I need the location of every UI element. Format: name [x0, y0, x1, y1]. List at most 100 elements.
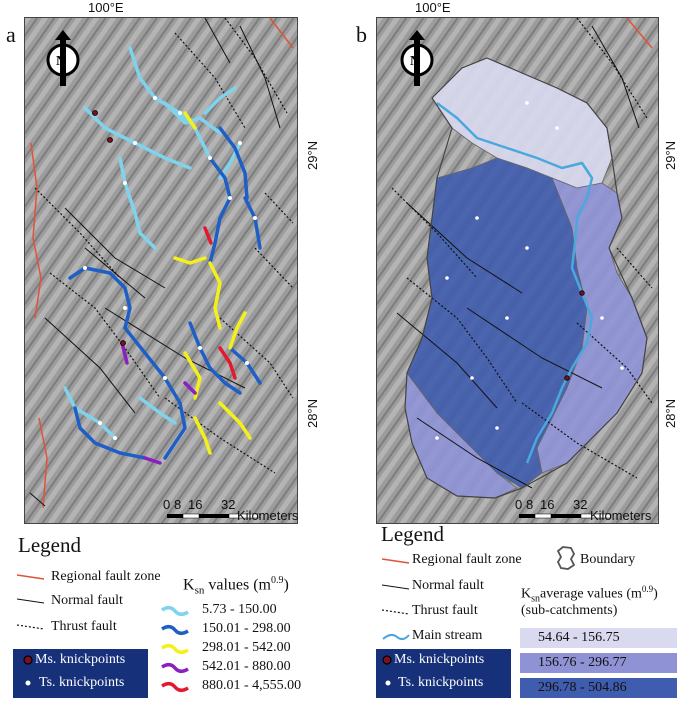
ksn-sub: sn — [531, 593, 541, 605]
stream-segment-mid — [123, 326, 187, 460]
panel-a-latitude-29: 29°N — [305, 140, 320, 170]
stream-segment-yellow — [193, 416, 212, 455]
north-arrow-icon — [400, 30, 434, 86]
scale-tick-16: 16 — [188, 497, 203, 512]
stream-segment-mid — [68, 266, 132, 330]
ksn-rest: average values (m — [540, 586, 642, 602]
ms-knickpoint-swatch — [382, 655, 392, 665]
ms-knickpoints — [564, 290, 585, 381]
regional-fault-lines — [626, 18, 653, 49]
ksn-sub: sn — [194, 584, 205, 597]
stream-segment-red — [203, 226, 213, 245]
thrust-fault-swatch — [16, 624, 45, 630]
regional-fault-swatch — [16, 574, 45, 580]
ksn-k: K — [183, 576, 195, 594]
panel-b-label: b — [356, 22, 367, 47]
map-panel-a: N — [24, 17, 298, 524]
main-stream — [436, 102, 594, 464]
legend-b-regional-fault: Regional fault zone — [412, 552, 522, 567]
scale-tick-0: 0 — [515, 497, 523, 512]
main-stream-swatch — [382, 633, 410, 641]
panel-b-latitude-28: 28°N — [663, 398, 678, 428]
regional-fault-lines — [30, 18, 294, 509]
ms-knickpoint-swatch — [23, 655, 33, 665]
ksn-avg-range-2: 156.76 - 296.77 — [538, 655, 627, 670]
scale-unit: Kilometers — [590, 508, 652, 523]
legend-b-class-2: 156.76 - 296.77 — [520, 653, 677, 673]
ksn-k: K — [521, 586, 532, 602]
map-b-svg: N — [377, 18, 658, 523]
scale-bar — [519, 513, 612, 519]
legend-b-ts-knickpoints: Ts. knickpoints — [398, 675, 484, 690]
legend-b-knickpoint-box: Ms. knickpoints Ts. knickpoints — [376, 649, 511, 698]
stream-segment-yellow — [183, 111, 197, 130]
ksn-swatch-1 — [161, 606, 189, 616]
map-a-svg: N — [25, 18, 297, 523]
legend-b-ms-knickpoints: Ms. knickpoints — [394, 652, 485, 667]
north-arrow-icon — [46, 30, 80, 86]
ts-knickpoints — [83, 96, 257, 440]
panel-b-latitude-29: 29°N — [663, 140, 678, 170]
ts-knickpoints — [435, 101, 624, 440]
legend-a-normal-fault: Normal fault — [51, 593, 123, 608]
stream-segment-purple — [120, 341, 129, 365]
legend-a-thrust-fault: Thrust fault — [51, 619, 117, 634]
ksn-swatch-4 — [161, 663, 189, 673]
legend-b-boundary: Boundary — [580, 552, 636, 567]
thrust-fault-lines — [34, 18, 294, 474]
stream-segment-yellow — [218, 401, 252, 440]
stream-segment-light — [163, 101, 222, 135]
legend-b-ksn-title: Ksnaverage values (m0.9) — [521, 584, 658, 604]
legend-b-ksn-note: (sub-catchments) — [521, 603, 618, 618]
regional-fault-swatch — [381, 558, 410, 564]
stream-segment-light — [203, 86, 237, 115]
stream-segment-yellow — [208, 261, 222, 330]
panel-a-label: a — [6, 22, 16, 47]
normal-fault-lines — [396, 25, 640, 489]
ts-knickpoint-swatch — [385, 680, 391, 686]
ksn-avg-range-1: 54.64 - 156.75 — [538, 630, 620, 645]
stream-segment-yellow — [228, 311, 247, 350]
normal-fault-swatch — [16, 598, 45, 604]
legend-a-regional-fault: Regional fault zone — [51, 569, 161, 584]
stream-segment-purple — [183, 381, 197, 395]
stream-segment-mid — [208, 156, 232, 265]
scale-tick-8: 8 — [526, 497, 534, 512]
panel-a-longitude-label: 100°E — [88, 0, 124, 15]
north-letter: N — [56, 54, 66, 69]
ksn-range-4: 542.01 - 880.00 — [202, 659, 291, 674]
ksn-exp: 0.9 — [641, 584, 654, 594]
ksn-swatch-3 — [161, 644, 189, 654]
ksn-close: ) — [653, 586, 658, 602]
ksn-range-1: 5.73 - 150.00 — [202, 602, 277, 617]
stream-segment-mid — [188, 321, 242, 395]
scale-tick-32: 32 — [573, 497, 588, 512]
ksn-swatch-5 — [161, 682, 189, 692]
stream-segment-red — [218, 346, 237, 380]
scale-tick-32: 32 — [221, 497, 236, 512]
stream-segment-yellow — [183, 351, 202, 400]
map-panel-b: N — [376, 17, 659, 524]
stream-segment-mid — [218, 126, 249, 200]
legend-a-ksn-title: Ksn values (m0.9) — [183, 575, 289, 597]
thrust-fault-swatch — [381, 609, 410, 615]
scale-tick-0: 0 — [163, 497, 171, 512]
legend-a-title: Legend — [18, 533, 81, 557]
ms-knickpoints — [92, 110, 126, 346]
legend-a-ts-knickpoints: Ts. knickpoints — [39, 675, 125, 690]
stream-segment-light — [63, 386, 117, 440]
boundary-outline — [404, 57, 648, 499]
stream-segment-purple — [143, 456, 162, 465]
legend-b-thrust-fault: Thrust fault — [412, 603, 478, 618]
ksn-close: ) — [283, 576, 289, 594]
ksn-range-3: 298.01 - 542.00 — [202, 640, 291, 655]
legend-a-knickpoint-box: Ms. knickpoints Ts. knickpoints — [13, 649, 148, 698]
ts-knickpoint-swatch — [25, 680, 31, 686]
stream-segment-mid — [73, 406, 147, 460]
ksn-avg-range-3: 296.78 - 504.86 — [538, 680, 627, 695]
scale-tick-16: 16 — [540, 497, 555, 512]
scale-bar — [167, 513, 260, 519]
legend-b-normal-fault: Normal fault — [412, 578, 484, 593]
stream-network — [63, 46, 262, 465]
ksn-range-5: 880.01 - 4,555.00 — [202, 678, 302, 693]
